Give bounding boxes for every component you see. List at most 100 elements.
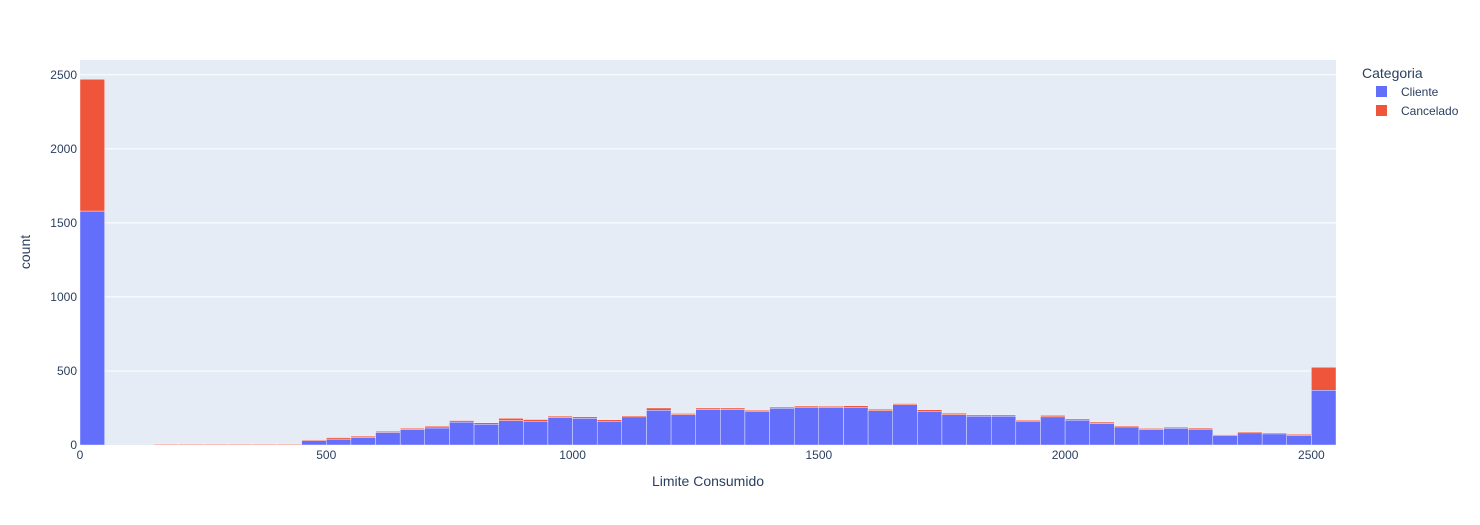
bar-cancelado xyxy=(1114,425,1140,428)
bar-cancelado xyxy=(818,406,844,408)
bar-cliente xyxy=(523,421,549,446)
bar-cancelado xyxy=(670,413,696,415)
bar-cliente xyxy=(646,410,672,446)
bar-cancelado xyxy=(202,443,228,445)
x-axis-ticks: 0 500 1000 1500 2000 2500 xyxy=(77,448,1325,462)
bar-cliente xyxy=(793,407,820,446)
bar-cliente xyxy=(1089,423,1115,446)
bar-cancelado xyxy=(1064,418,1090,421)
bar-cancelado xyxy=(424,425,450,429)
bar-cancelado xyxy=(843,405,869,408)
bar-cancelado xyxy=(941,412,967,415)
y-axis-ticks: 0 500 1000 1500 2000 2500 xyxy=(50,68,77,452)
bar-cliente xyxy=(375,432,401,446)
x-axis-title: Limite Consumido xyxy=(652,473,764,489)
bar-cliente xyxy=(547,417,573,446)
x-tick-label: 1500 xyxy=(805,448,832,462)
bar-cancelado xyxy=(227,443,253,445)
bar-cancelado xyxy=(276,443,302,445)
bar-cancelado xyxy=(1261,432,1287,435)
bar-cancelado xyxy=(178,443,204,445)
legend-swatch xyxy=(1376,105,1387,116)
bar-cliente xyxy=(572,418,598,446)
bar-cliente xyxy=(843,407,869,446)
bar-cancelado xyxy=(646,407,672,411)
bar-cancelado xyxy=(744,410,770,412)
y-tick-label: 2000 xyxy=(50,142,77,156)
bar-cliente xyxy=(720,409,746,446)
legend-items: Cliente Cancelado xyxy=(1376,85,1459,118)
bar-cliente xyxy=(79,210,105,446)
bar-cancelado xyxy=(1188,427,1214,430)
gridlines xyxy=(80,74,1336,372)
bar-cancelado xyxy=(547,415,573,418)
x-tick-label: 500 xyxy=(316,448,336,462)
bar-cliente xyxy=(1261,433,1287,446)
bar-cancelado xyxy=(1237,431,1263,434)
bar-cliente xyxy=(473,424,499,446)
bar-cliente xyxy=(1286,435,1312,446)
x-tick-label: 2000 xyxy=(1052,448,1079,462)
bar-cancelado xyxy=(991,414,1017,417)
legend-label: Cliente xyxy=(1401,85,1439,99)
legend-label: Cancelado xyxy=(1401,104,1459,118)
bar-cliente xyxy=(498,420,524,446)
bar-cancelado xyxy=(966,414,992,417)
bar-cliente xyxy=(1138,429,1164,446)
bar-cancelado xyxy=(523,419,549,422)
bar-cancelado xyxy=(399,428,425,430)
x-tick-label: 1000 xyxy=(559,448,586,462)
bar-cancelado xyxy=(449,420,475,423)
bar-cliente xyxy=(596,421,623,446)
legend-swatch xyxy=(1376,86,1387,97)
bar-cliente xyxy=(1212,435,1238,446)
bar-cancelado xyxy=(375,431,401,433)
bar-cliente xyxy=(301,440,327,446)
bar-cliente xyxy=(1040,416,1066,446)
bar-cancelado xyxy=(498,418,524,421)
bar-cancelado xyxy=(867,408,893,411)
bar-cliente xyxy=(1015,421,1041,446)
bar-cancelado xyxy=(572,416,598,419)
bar-cancelado xyxy=(473,422,499,425)
bar-cliente xyxy=(769,408,795,446)
bar-cliente xyxy=(941,414,967,446)
bar-cliente xyxy=(867,410,893,446)
bar-cancelado xyxy=(596,419,623,422)
x-tick-label: 0 xyxy=(77,448,84,462)
bar-cancelado xyxy=(695,407,721,410)
bar-cliente xyxy=(670,414,696,446)
bar-cancelado xyxy=(153,443,179,445)
plot-background xyxy=(80,60,1336,445)
bar-cliente xyxy=(892,404,918,446)
bar-cliente xyxy=(1163,428,1189,446)
bar-cancelado xyxy=(79,79,105,212)
bar-cancelado xyxy=(793,405,820,408)
bar-cancelado xyxy=(1015,420,1041,422)
legend: Categoria Cliente Cancelado xyxy=(1362,65,1459,118)
bar-cliente xyxy=(744,411,770,446)
bar-cancelado xyxy=(1311,367,1337,391)
bar-cancelado xyxy=(1286,434,1312,436)
bar-cliente xyxy=(621,416,647,446)
bar-cancelado xyxy=(326,437,352,440)
y-tick-label: 0 xyxy=(70,438,77,452)
bar-cliente xyxy=(818,407,844,446)
bar-cliente xyxy=(917,411,943,446)
bar-cliente xyxy=(326,438,352,446)
bar-cancelado xyxy=(1040,415,1066,418)
y-tick-label: 1000 xyxy=(50,290,77,304)
bar-cliente xyxy=(1114,426,1140,446)
bar-cancelado xyxy=(769,406,795,409)
bar-cliente xyxy=(695,409,721,446)
y-axis-title: count xyxy=(17,235,33,269)
bar-cancelado xyxy=(301,439,327,441)
bar-cancelado xyxy=(1089,421,1115,424)
y-tick-label: 500 xyxy=(57,364,77,378)
bar-cliente xyxy=(1311,390,1337,446)
bar-cliente xyxy=(1237,432,1263,446)
bar-cliente xyxy=(991,415,1017,446)
bar-cancelado xyxy=(350,435,376,438)
bar-cancelado xyxy=(917,409,943,412)
